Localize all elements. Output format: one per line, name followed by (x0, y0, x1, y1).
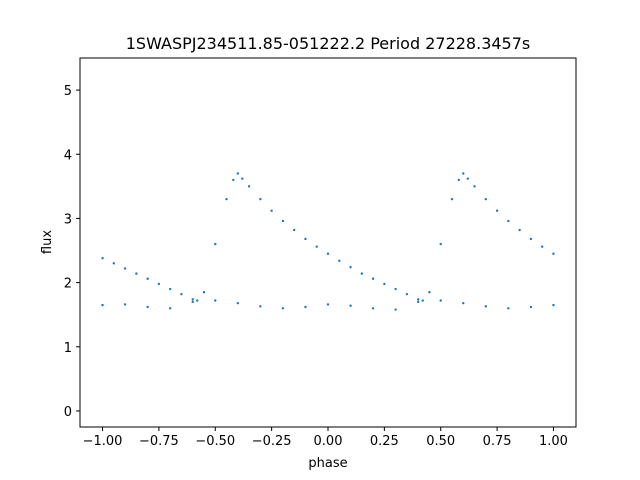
data-point (552, 303, 555, 307)
y-tick-label: 1 (64, 341, 72, 356)
data-point (214, 242, 217, 246)
data-point (371, 307, 375, 310)
data-point (191, 300, 194, 304)
data-point (473, 185, 476, 188)
data-point (225, 197, 228, 201)
data-point (529, 305, 533, 309)
y-tick-label: 4 (64, 148, 72, 163)
x-tick-label: −0.75 (139, 434, 179, 449)
data-point (202, 291, 206, 294)
data-point (466, 177, 469, 180)
y-axis-label: flux (40, 230, 55, 254)
y-axis: 0 1 2 3 4 5 (64, 84, 80, 420)
x-tick-label: −1.00 (83, 434, 123, 449)
data-point (180, 292, 183, 296)
data-point (270, 209, 273, 212)
data-point (304, 305, 307, 309)
data-point (281, 219, 285, 223)
data-point (157, 282, 161, 286)
x-tick-label: 0.00 (314, 434, 343, 449)
data-point (428, 291, 431, 294)
data-point (552, 252, 555, 255)
data-point (259, 197, 262, 201)
data-point (462, 172, 465, 175)
data-point (146, 305, 149, 309)
data-point (101, 303, 104, 307)
data-point (135, 272, 138, 275)
data-point (123, 303, 127, 306)
data-point (349, 304, 352, 307)
x-axis: −1.00 −0.75 −0.50 −0.25 0.00 0.25 0.50 0.75 1.00 (83, 427, 568, 449)
data-point (315, 245, 318, 248)
data-point (196, 299, 199, 302)
data-point (168, 307, 172, 310)
data-point (214, 299, 217, 302)
data-point (450, 197, 454, 201)
data-point (241, 177, 244, 180)
data-point (484, 197, 488, 201)
x-tick-label: −0.25 (252, 434, 292, 449)
data-point (259, 305, 262, 308)
data-point (416, 298, 420, 301)
x-axis-label: phase (308, 456, 347, 471)
data-point (405, 292, 409, 296)
x-tick-label: −0.50 (195, 434, 235, 449)
data-point (191, 298, 194, 301)
data-point (394, 287, 397, 291)
data-point (112, 262, 116, 265)
y-tick-label: 3 (64, 212, 72, 227)
data-point (462, 301, 465, 305)
data-point (529, 237, 533, 241)
data-point (281, 307, 285, 310)
data-point (394, 308, 397, 311)
y-tick-label: 0 (64, 405, 72, 420)
y-tick-label: 5 (64, 84, 72, 99)
data-point (101, 257, 104, 260)
data-point (232, 178, 235, 182)
data-point (168, 287, 172, 291)
data-point (457, 178, 460, 182)
x-tick-label: 0.25 (370, 434, 399, 449)
x-tick-label: 0.75 (483, 434, 512, 449)
data-point (421, 299, 424, 302)
x-tick-label: 1.00 (539, 434, 568, 449)
chart-title: 1SWASPJ234511.85-051222.2 Period 27228.3… (126, 34, 531, 53)
data-point (540, 245, 544, 248)
y-tick-label: 2 (64, 277, 72, 292)
data-point (484, 305, 488, 308)
data-point (439, 299, 442, 302)
data-point (247, 185, 251, 188)
data-point (360, 272, 364, 275)
data-point (507, 307, 510, 310)
data-point (383, 282, 386, 286)
data-points (101, 172, 555, 311)
data-point (507, 219, 510, 223)
data-point (304, 237, 307, 241)
data-point (292, 228, 296, 232)
data-point (416, 300, 420, 304)
data-point (326, 252, 330, 255)
data-point (123, 267, 127, 270)
data-point (439, 242, 442, 246)
x-tick-label: 0.50 (426, 434, 455, 449)
data-point (338, 259, 341, 262)
data-point (236, 301, 240, 305)
data-point (349, 266, 352, 269)
data-point (495, 209, 499, 212)
data-point (518, 228, 521, 232)
data-point (326, 303, 330, 306)
data-point (371, 277, 375, 280)
data-point (146, 277, 149, 280)
data-point (236, 172, 240, 175)
